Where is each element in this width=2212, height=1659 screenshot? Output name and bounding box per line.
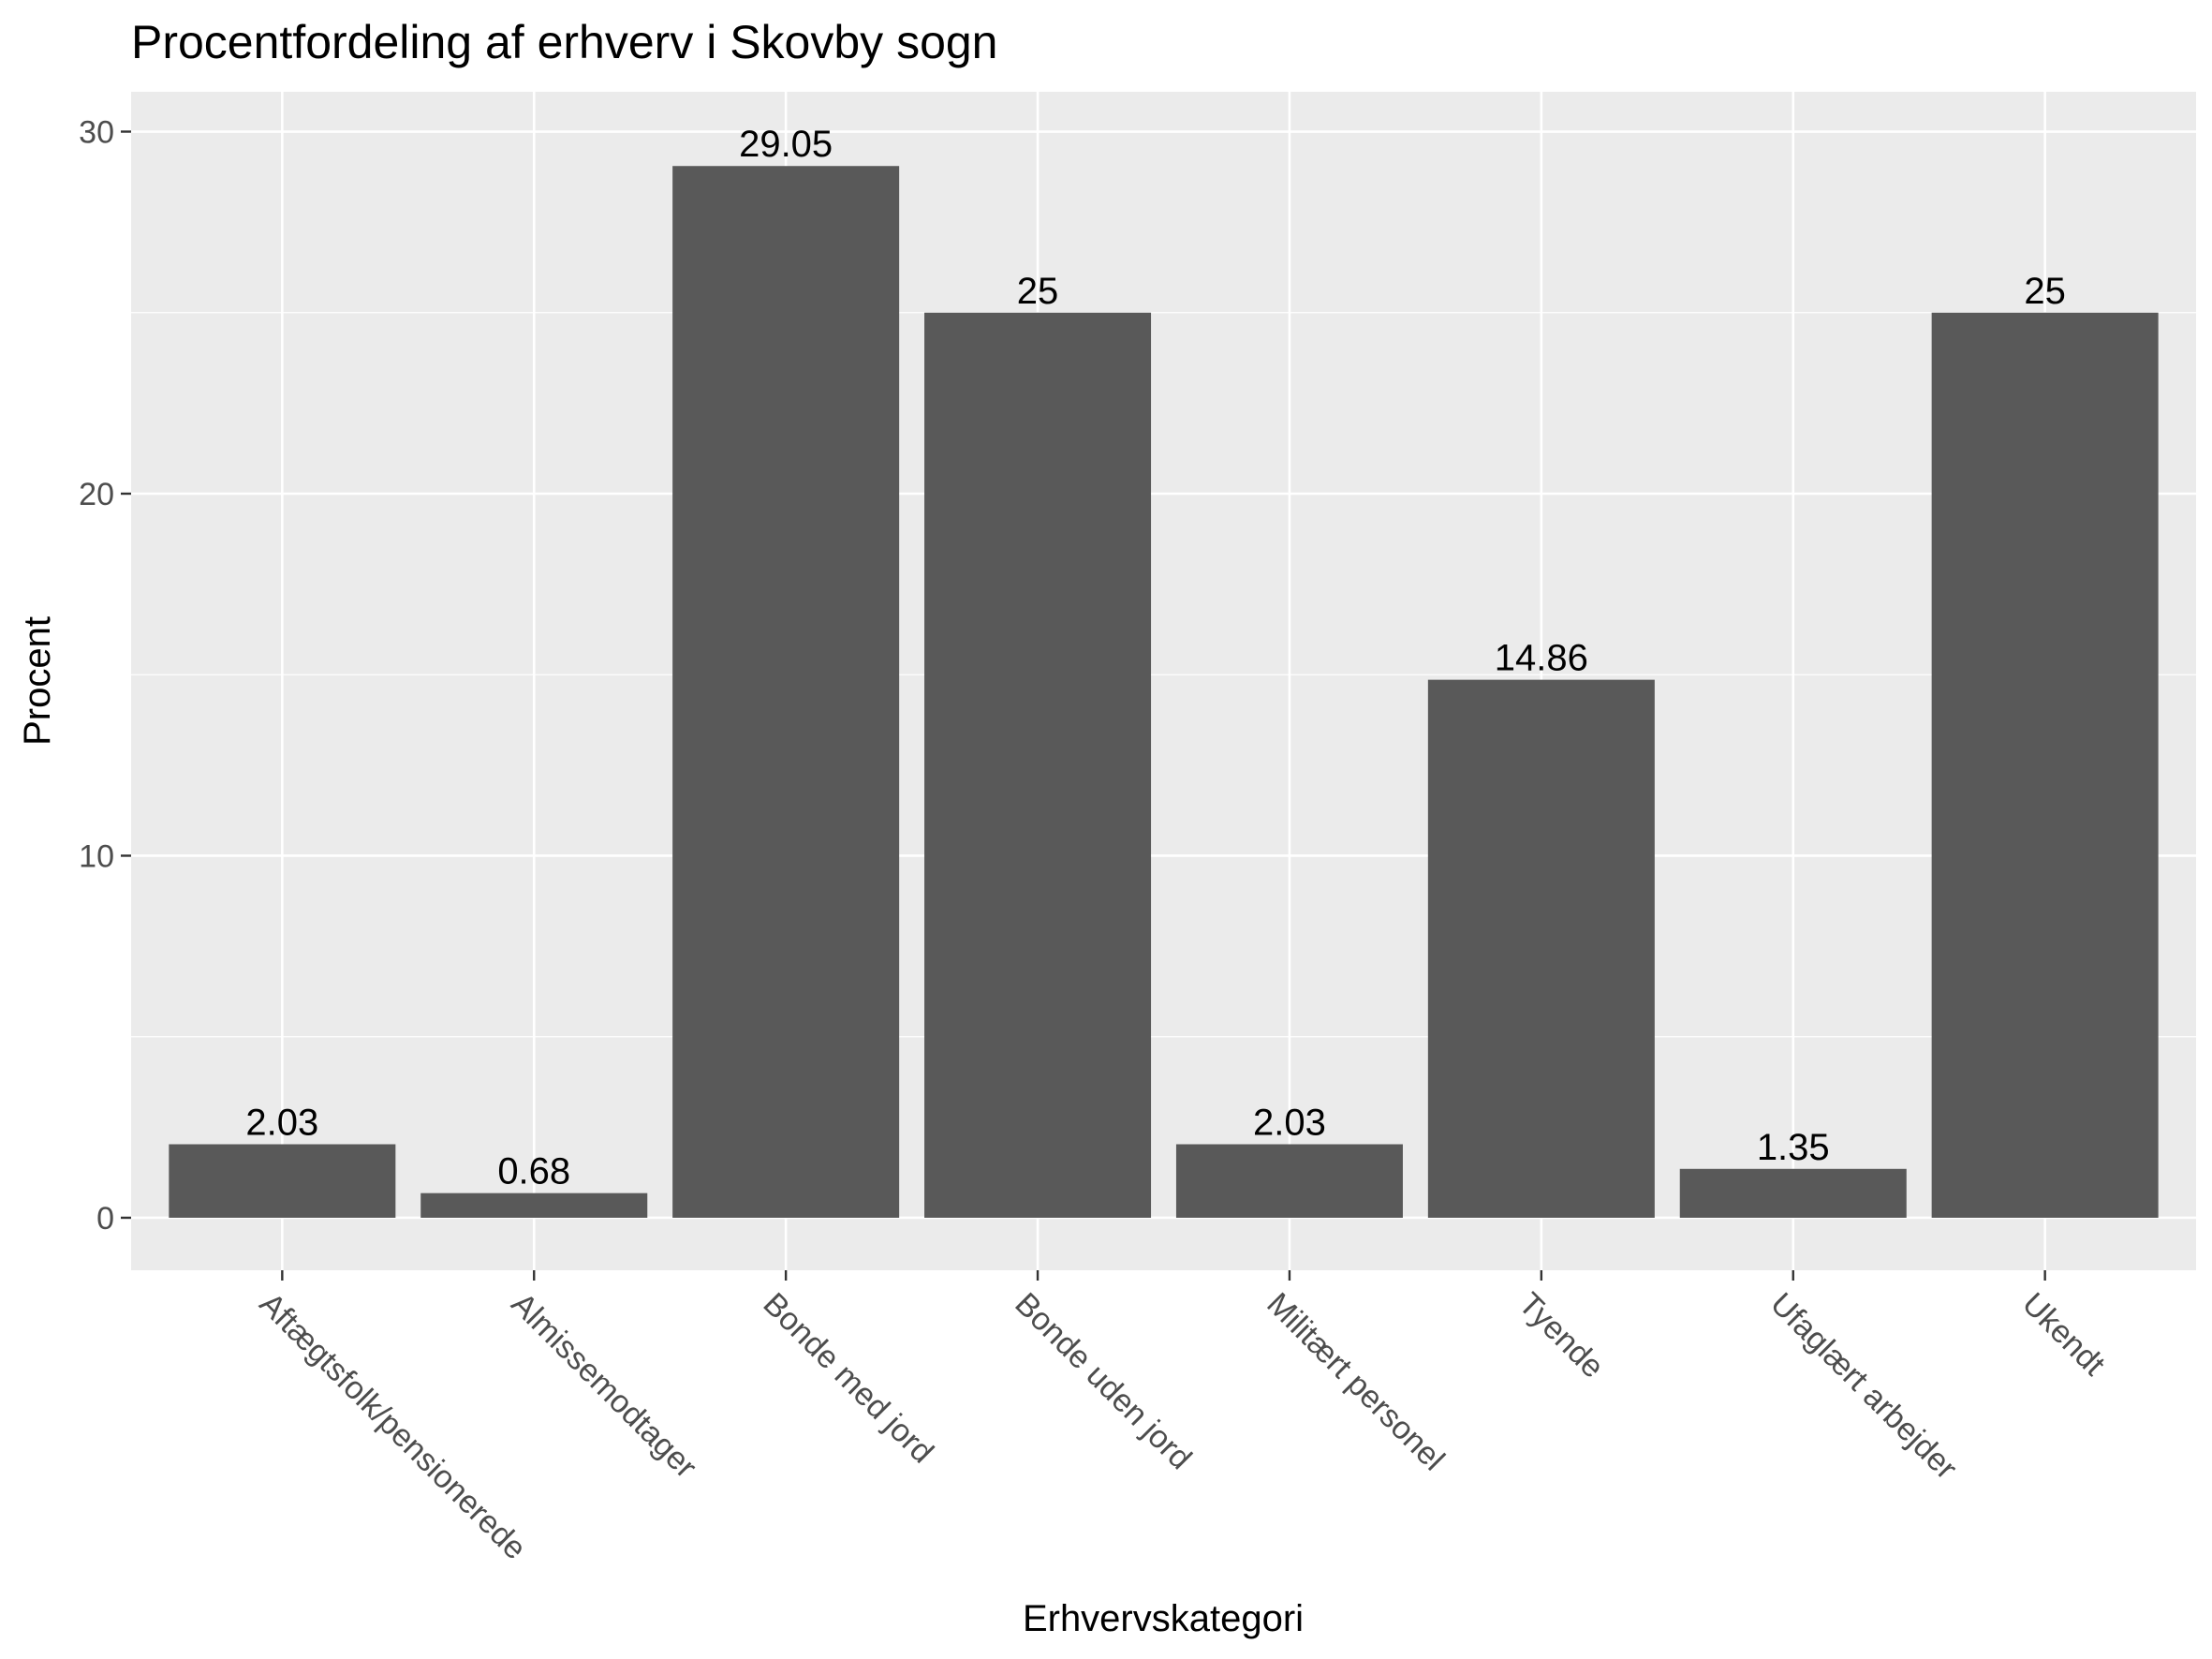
chart-title: Procentfordeling af erhverv i Skovby sog… (131, 16, 998, 68)
bar-2 (420, 1192, 648, 1218)
data-label-7: 1.35 (1757, 1127, 1830, 1168)
y-tick-label: 30 (79, 115, 114, 151)
data-label-4: 25 (1017, 271, 1059, 312)
x-tick-label: Tyende (1512, 1286, 1611, 1385)
data-label-1: 2.03 (245, 1103, 318, 1144)
bar-4 (924, 312, 1152, 1218)
x-tick-label: Aftægtsfolk/pensionerede (253, 1286, 534, 1567)
x-tick-label: Bonde med jord (756, 1286, 940, 1471)
plot-panel (131, 92, 2196, 1270)
bar-8 (1931, 312, 2159, 1218)
bar-1 (169, 1144, 396, 1218)
bar-3 (672, 166, 900, 1218)
x-tick-label: Militært personel (1260, 1286, 1452, 1478)
data-label-3: 29.05 (739, 124, 833, 165)
y-tick-label: 0 (96, 1201, 114, 1237)
x-axis-title: Erhvervskategori (1023, 1598, 1304, 1639)
data-label-6: 14.86 (1495, 638, 1588, 679)
data-label-2: 0.68 (497, 1151, 570, 1192)
y-tick-label: 20 (79, 477, 114, 512)
data-label-5: 2.03 (1253, 1103, 1326, 1144)
y-axis-title: Procent (17, 616, 58, 746)
x-tick-label: Ufaglært arbejder (1763, 1286, 1964, 1487)
bar-7 (1679, 1168, 1907, 1218)
x-tick-label: Ukendt (2015, 1286, 2112, 1383)
y-tick-label: 10 (79, 838, 114, 874)
data-label-8: 25 (2024, 271, 2066, 312)
x-tick-label: Almissemodtager (505, 1286, 704, 1486)
bar-5 (1175, 1144, 1403, 1218)
x-tick-label: Bonde uden jord (1008, 1286, 1198, 1476)
bar-6 (1427, 679, 1655, 1218)
